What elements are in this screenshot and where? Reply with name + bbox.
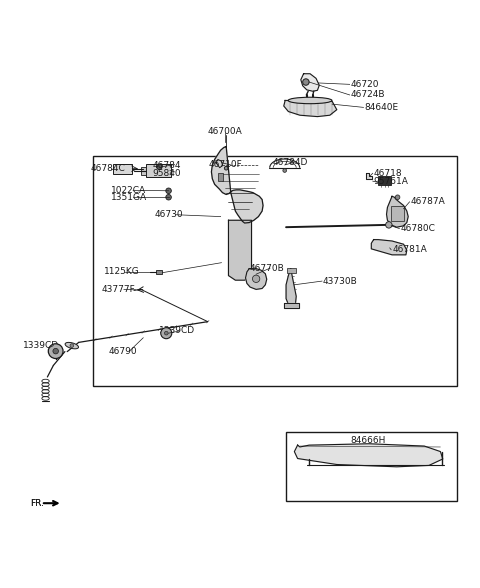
Text: 1022CA: 1022CA — [111, 186, 146, 195]
Text: 46724B: 46724B — [350, 91, 385, 99]
Polygon shape — [294, 444, 443, 467]
Circle shape — [283, 169, 287, 172]
Circle shape — [53, 348, 59, 354]
Bar — [287, 268, 296, 273]
Bar — [145, 164, 171, 177]
Polygon shape — [372, 240, 407, 255]
Bar — [218, 173, 223, 181]
Text: 46784D: 46784D — [272, 158, 308, 167]
Text: 43730B: 43730B — [323, 276, 358, 286]
Circle shape — [70, 344, 73, 348]
Bar — [141, 167, 146, 175]
Polygon shape — [284, 101, 337, 116]
Text: 95761A: 95761A — [373, 176, 408, 186]
Bar — [93, 156, 456, 386]
Polygon shape — [211, 146, 263, 223]
Polygon shape — [284, 303, 299, 308]
Polygon shape — [216, 159, 223, 168]
Text: 46720: 46720 — [350, 80, 379, 89]
Text: 1339CD: 1339CD — [24, 341, 60, 350]
Bar — [113, 163, 132, 173]
Text: 46770B: 46770B — [249, 263, 284, 273]
Text: 1125KG: 1125KG — [104, 268, 140, 276]
Text: 46710F: 46710F — [209, 161, 242, 169]
Polygon shape — [246, 268, 267, 289]
Bar — [391, 206, 404, 221]
Text: FR.: FR. — [30, 499, 44, 507]
Text: 43777F: 43777F — [102, 285, 135, 294]
Circle shape — [165, 331, 168, 335]
Text: 46787A: 46787A — [410, 198, 445, 206]
Text: 95840: 95840 — [153, 169, 181, 178]
Text: 84666H: 84666H — [350, 436, 386, 445]
Text: 1351GA: 1351GA — [111, 193, 147, 202]
Circle shape — [396, 195, 400, 199]
Ellipse shape — [65, 342, 79, 349]
Polygon shape — [286, 269, 296, 308]
Polygon shape — [301, 74, 319, 91]
Circle shape — [303, 79, 309, 85]
Circle shape — [166, 195, 171, 200]
Text: 1339CD: 1339CD — [159, 326, 195, 335]
Text: 84640E: 84640E — [364, 103, 398, 112]
Text: 46784: 46784 — [153, 161, 181, 171]
Circle shape — [224, 166, 228, 170]
Text: 46780C: 46780C — [400, 224, 435, 233]
Text: 46781A: 46781A — [392, 245, 427, 254]
Text: 46784C: 46784C — [90, 164, 125, 173]
Ellipse shape — [288, 97, 332, 103]
Circle shape — [161, 328, 172, 339]
Text: 46718: 46718 — [373, 169, 402, 178]
Polygon shape — [386, 196, 408, 227]
Circle shape — [385, 222, 392, 228]
Text: 46790: 46790 — [108, 347, 137, 356]
Circle shape — [48, 344, 63, 359]
Bar — [286, 432, 456, 502]
Text: 46730: 46730 — [155, 211, 183, 219]
Bar — [156, 269, 162, 274]
Text: 46700A: 46700A — [208, 127, 242, 136]
Text: FR.: FR. — [30, 499, 44, 507]
Bar — [378, 176, 391, 185]
Circle shape — [156, 164, 162, 169]
Polygon shape — [228, 220, 252, 280]
Circle shape — [166, 188, 171, 193]
Polygon shape — [366, 173, 372, 179]
Circle shape — [252, 275, 260, 282]
